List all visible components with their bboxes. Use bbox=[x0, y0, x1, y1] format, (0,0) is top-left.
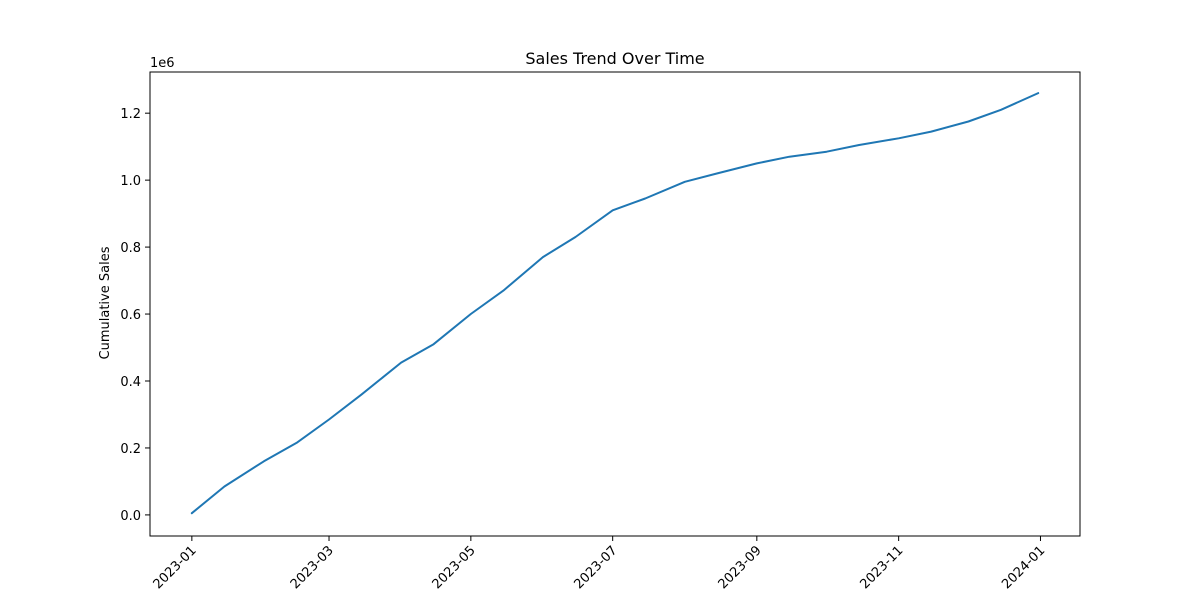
y-axis-label: Cumulative Sales bbox=[98, 246, 113, 359]
y-tick-label: 1.0 bbox=[120, 174, 141, 189]
y-tick-label: 0.2 bbox=[120, 442, 141, 457]
y-axis-multiplier: 1e6 bbox=[150, 56, 175, 71]
y-tick-label: 0.4 bbox=[120, 375, 141, 390]
series-line-cumulative-sales bbox=[190, 92, 1040, 515]
chart-title: Sales Trend Over Time bbox=[525, 49, 704, 68]
y-axis-ticks: 0.0 0.2 0.4 0.6 0.8 1.0 1.2 bbox=[120, 107, 150, 524]
y-tick-label: 1.2 bbox=[120, 107, 141, 122]
y-tick-label: 0.8 bbox=[120, 241, 141, 256]
y-tick-label: 0.6 bbox=[120, 308, 141, 323]
plot-area-frame bbox=[149, 71, 1081, 537]
y-tick-label: 0.0 bbox=[120, 509, 141, 524]
